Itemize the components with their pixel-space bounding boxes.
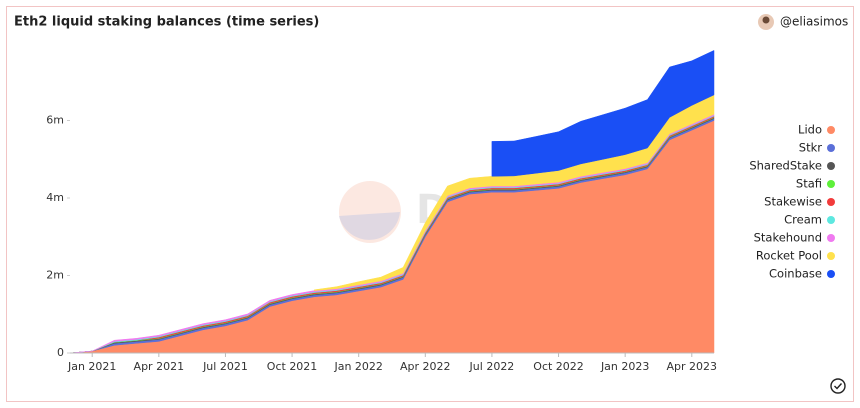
legend-swatch [827,144,835,152]
x-tick-label: Jul 2022 [469,360,515,373]
y-tick-label: 2m [46,269,64,282]
legend-swatch [827,126,835,134]
legend-swatch [827,216,835,224]
legend-label: Coinbase [769,267,822,281]
watermark-logo-part [339,212,400,240]
x-tick-label: Jan 2021 [67,360,116,373]
legend: Lido Stkr SharedStake Stafi Stakewise Cream St… [749,123,835,281]
y-tick-label: 6m [46,114,64,127]
x-tick-label: Apr 2022 [400,360,451,373]
legend-label: Cream [784,213,822,227]
author: @eliasimos [780,15,848,29]
legend-label: Stafi [796,177,822,191]
legend-swatch [827,270,835,278]
watermark-logo [339,181,401,243]
legend-label: Stkr [799,141,822,155]
x-tick-label: Oct 2022 [533,360,584,373]
check-mark [834,383,843,390]
area [491,50,715,177]
x-tick-label: Jan 2023 [600,360,649,373]
legend-swatch [827,234,835,242]
legend-label: Lido [798,123,822,137]
chart-title: Eth2 liquid staking balances (time serie… [14,15,319,30]
check-icon[interactable] [830,378,846,394]
x-tick-label: Oct 2021 [267,360,318,373]
legend-swatch [827,198,835,206]
legend-label: Stakehound [754,231,822,245]
legend-label: SharedStake [749,159,822,173]
x-tick-label: Apr 2023 [667,360,718,373]
y-tick-label: 4m [46,191,64,204]
x-tick-label: Apr 2021 [134,360,185,373]
y-tick-label: 0 [57,346,64,359]
axes: 0 2m 4m 6m Jan 2021 Apr 2021 Jul 2021 Oct 2021 J… [46,114,717,374]
legend-swatch [827,180,835,188]
x-tick-label: Jul 2021 [202,360,248,373]
legend-label: Stakewise [764,195,822,209]
legend-swatch [827,252,835,260]
legend-swatch [827,162,835,170]
legend-label: Rocket Pool [756,249,822,263]
x-tick-label: Jan 2022 [333,360,382,373]
avatar-face [762,16,770,24]
area [69,113,715,354]
area [314,94,715,291]
